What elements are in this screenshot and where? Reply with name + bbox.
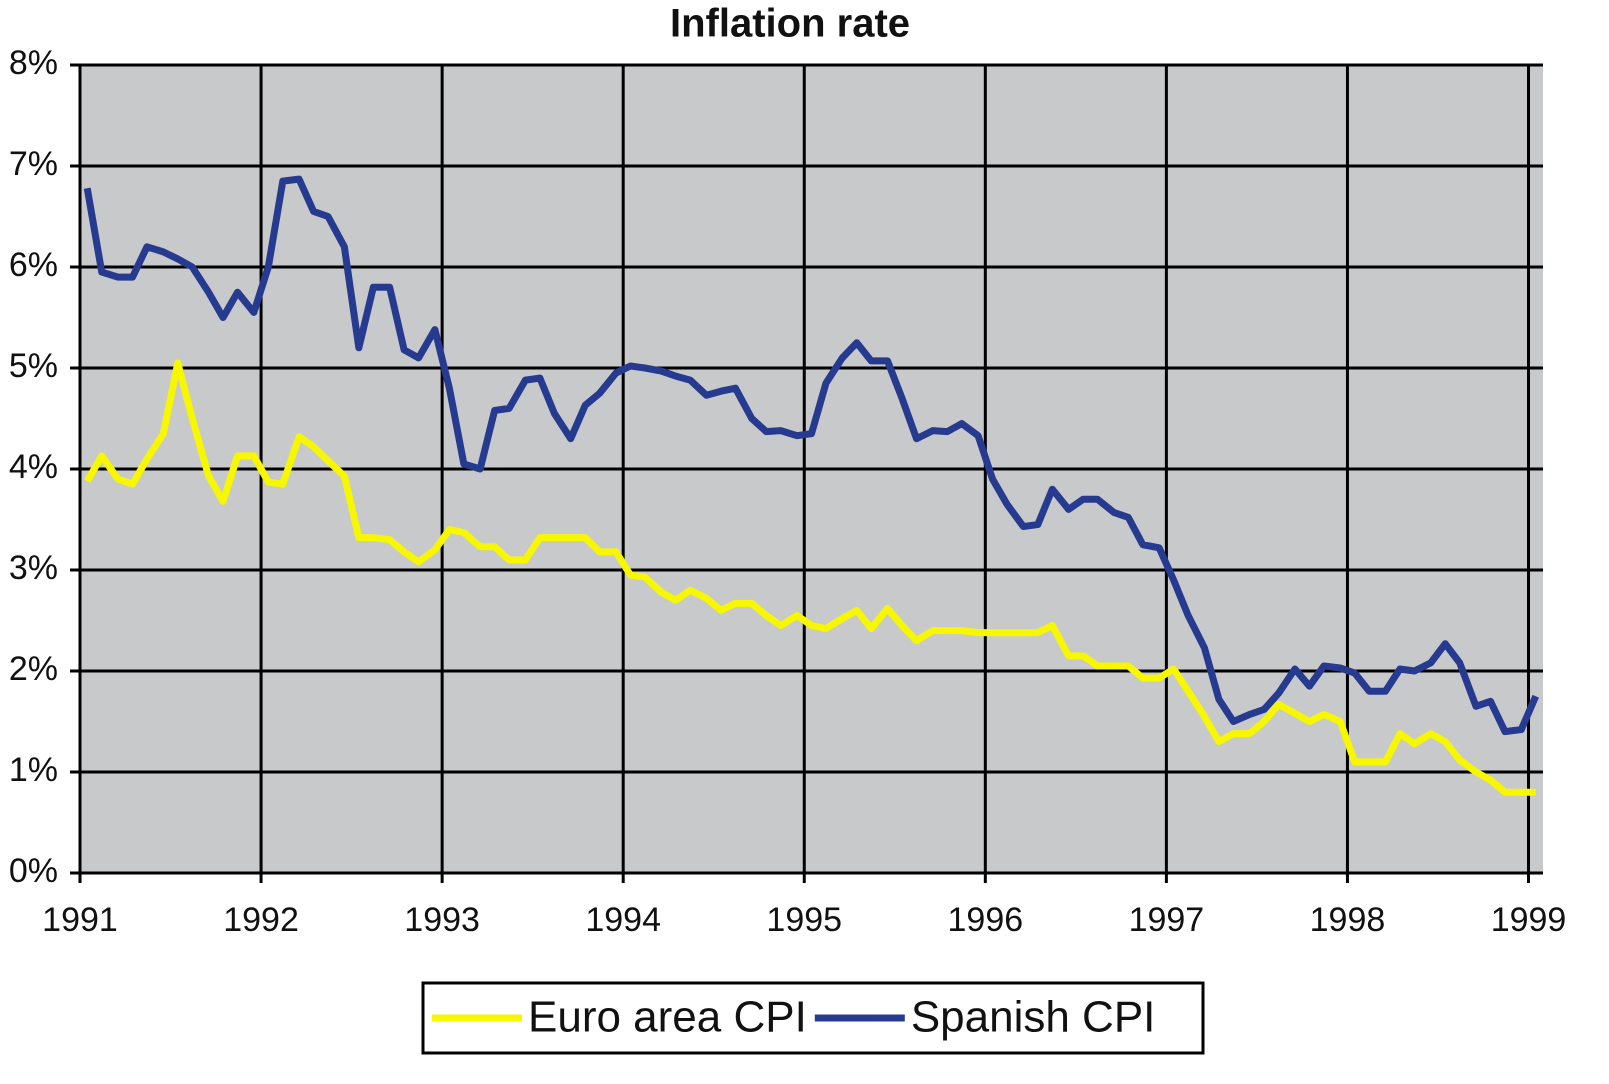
y-tick-label: 6% xyxy=(9,246,58,284)
series-line xyxy=(84,359,1536,796)
chart-title: Inflation rate xyxy=(670,2,910,46)
x-tick-label: 1994 xyxy=(585,901,661,939)
x-tick-label: 1993 xyxy=(404,901,480,939)
y-tick-label: 3% xyxy=(9,549,58,587)
y-tick-label: 8% xyxy=(9,44,58,82)
x-tick-label: 1998 xyxy=(1310,901,1386,939)
x-tick-label: 1992 xyxy=(223,901,299,939)
x-tick-label: 1991 xyxy=(42,901,118,939)
y-tick-label: 0% xyxy=(9,852,58,890)
legend-box xyxy=(421,981,1205,1055)
y-tick-label: 2% xyxy=(9,650,58,688)
legend-label: Spanish CPI xyxy=(911,993,1156,1042)
x-tick-label: 1995 xyxy=(766,901,842,939)
y-tick-label: 7% xyxy=(9,145,58,183)
legend-label: Euro area CPI xyxy=(528,993,807,1042)
series-line xyxy=(83,175,1539,736)
x-tick-label: 1996 xyxy=(948,901,1024,939)
y-tick-label: 4% xyxy=(9,448,58,486)
y-tick-label: 1% xyxy=(9,751,58,789)
y-tick-label: 5% xyxy=(9,347,58,385)
x-tick-label: 1999 xyxy=(1491,901,1567,939)
x-tick-label: 1997 xyxy=(1129,901,1205,939)
